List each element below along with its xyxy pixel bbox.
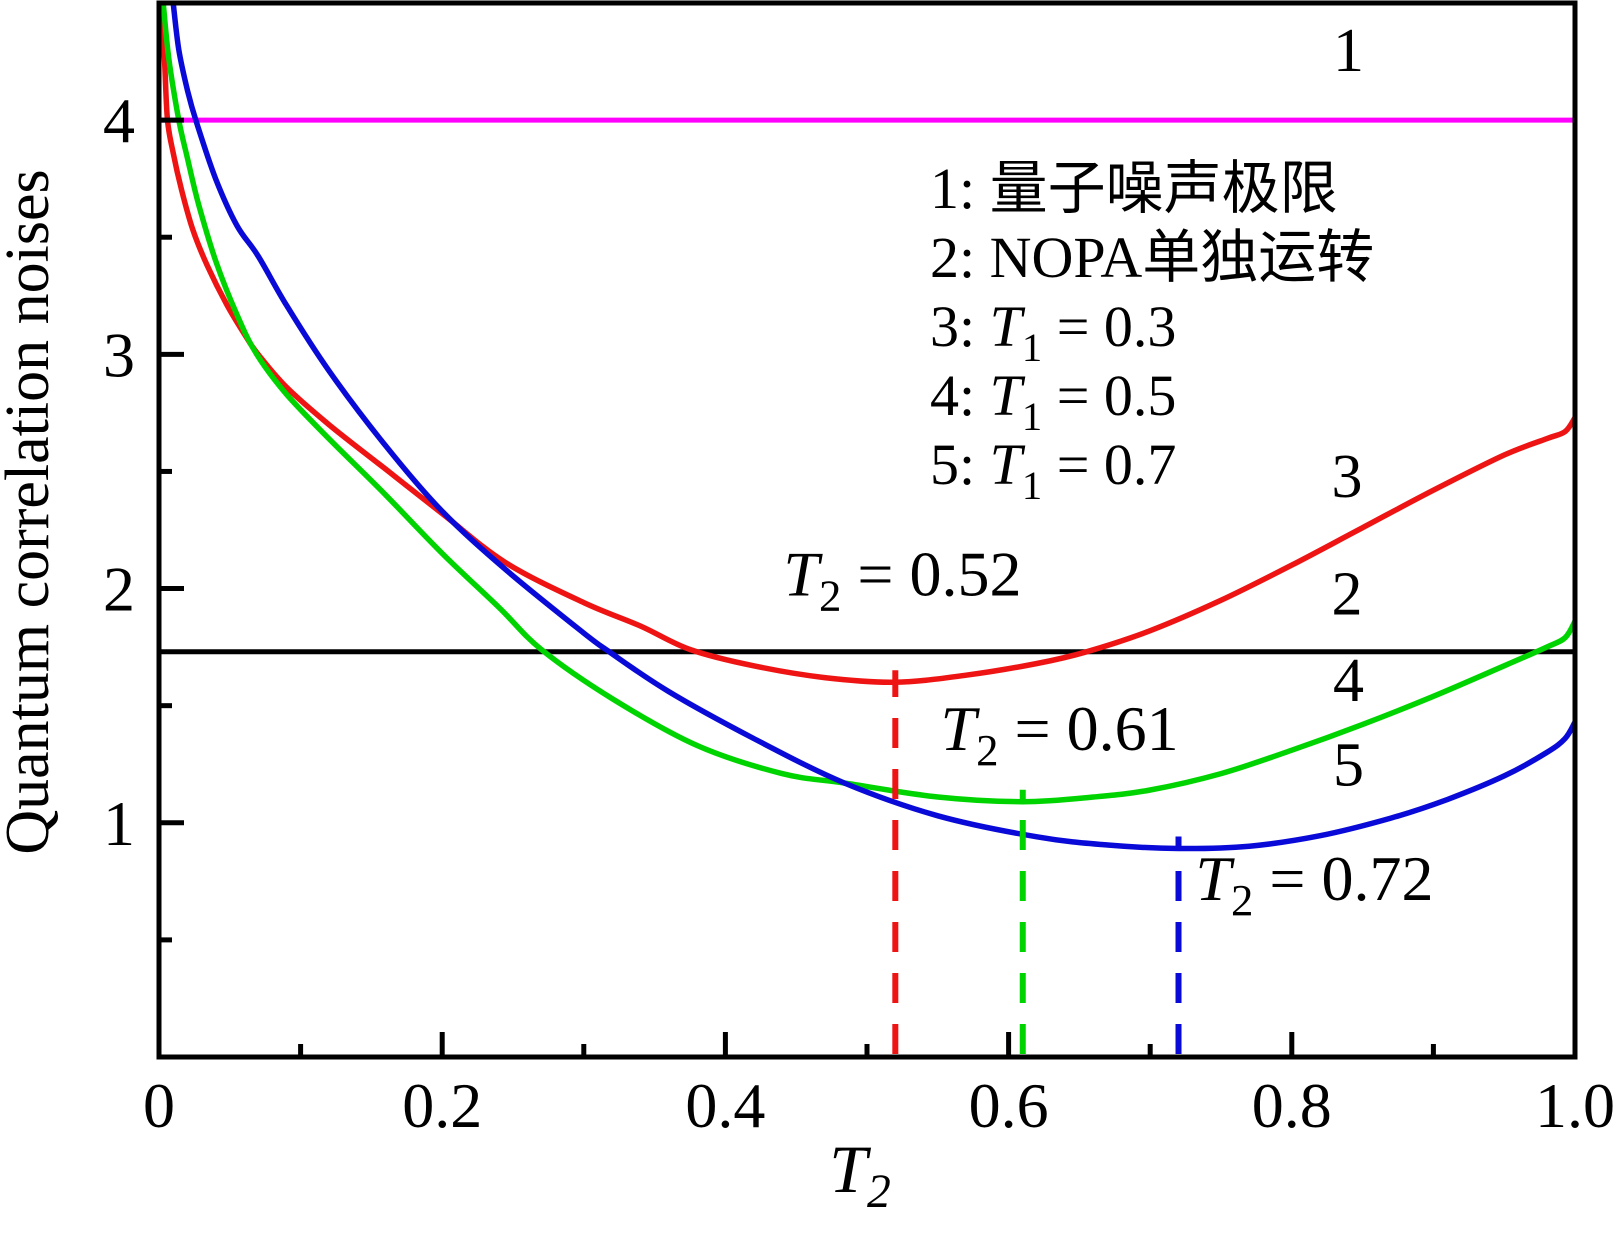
legend-row-3: 3: T1 = 0.3 xyxy=(930,294,1176,370)
curve-T1-0.7 xyxy=(170,3,1575,852)
y-tick-label-4: 4 xyxy=(103,85,135,156)
y-tick-label-1: 1 xyxy=(103,788,135,859)
plot-area xyxy=(159,3,1575,1054)
x-tick-label-1.0: 1.0 xyxy=(1535,1070,1615,1141)
x-tick-label-0.8: 0.8 xyxy=(1252,1070,1332,1141)
curve-number-label-2: 2 xyxy=(1332,560,1363,628)
legend-row-1: 1: 量子噪声极限 xyxy=(930,156,1338,221)
annotation-t2-minimum-3: T2 = 0.72 xyxy=(1195,843,1433,925)
curve-T1-0.3 xyxy=(159,3,1575,685)
legend-row-4: 4: T1 = 0.5 xyxy=(930,363,1176,439)
annotation-t2-minimum-1: T2 = 0.52 xyxy=(783,539,1021,621)
x-tick-label-0: 0 xyxy=(143,1070,175,1141)
curve-number-label-3: 3 xyxy=(1332,443,1363,511)
legend-row-5: 5: T1 = 0.7 xyxy=(930,432,1176,508)
axis-ticks xyxy=(156,117,1578,1057)
y-tick-label-3: 3 xyxy=(103,319,135,390)
curve-number-label-5: 5 xyxy=(1333,731,1364,799)
y-axis-title: Quantum correlation noises xyxy=(0,169,62,854)
legend-row-2: 2: NOPA单独运转 xyxy=(930,225,1374,290)
annotation-t2-minimum-2: T2 = 0.61 xyxy=(941,693,1179,775)
curve-number-label-1: 1 xyxy=(1333,17,1364,85)
curve-number-label-4: 4 xyxy=(1333,647,1364,715)
y-tick-label-2: 2 xyxy=(103,554,135,625)
x-tick-label-0.6: 0.6 xyxy=(969,1070,1049,1141)
x-tick-label-0.4: 0.4 xyxy=(685,1070,765,1141)
curve-T1-0.5 xyxy=(160,3,1575,805)
x-tick-label-0.2: 0.2 xyxy=(402,1070,482,1141)
x-axis-title: T2 xyxy=(829,1131,891,1218)
